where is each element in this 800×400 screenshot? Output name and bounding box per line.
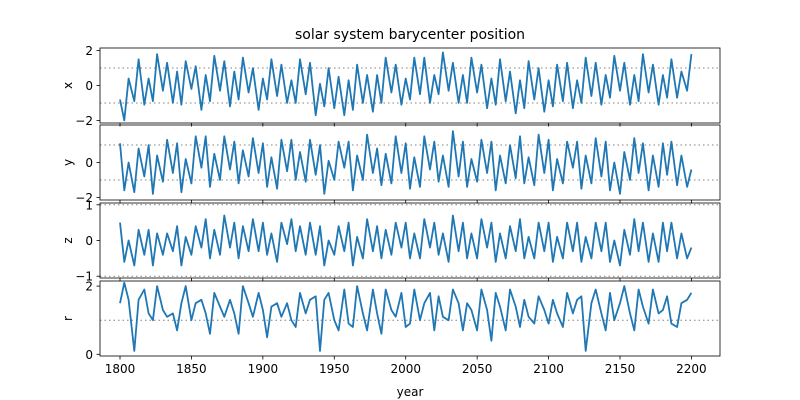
y-tick-label-r-1: 2 <box>85 280 93 294</box>
series-line-x <box>119 51 693 122</box>
x-tick-label-0: 1800 <box>105 362 136 376</box>
y-tick-label-z-0: −1 <box>75 270 93 284</box>
x-axis-label: year <box>397 385 424 399</box>
axes-frame-r <box>99 280 721 357</box>
y-axis-label-x: x <box>61 82 75 89</box>
subplot-y: −2 0 y <box>61 124 721 205</box>
subplot-z: −1 0 1 z <box>61 198 721 284</box>
y-tick-label-x-2: 2 <box>85 44 93 58</box>
y-tick-label-y-0: −2 <box>75 191 93 205</box>
x-tick-label-6: 2100 <box>533 362 564 376</box>
subplot-r: 0 2 r 1800 1850 1900 1950 2000 2050 2100 2150 2200 <box>61 280 721 376</box>
series-line-r <box>119 281 693 352</box>
y-axis-label-z: z <box>61 237 75 243</box>
subplot-stack: −2 0 2 x −2 0 y −1 0 1 z 0 2 r 1800 1850 1900 1950 2000 205… <box>61 44 721 376</box>
chart-title: solar system barycenter position <box>295 27 525 43</box>
x-tick-label-1: 1850 <box>176 362 207 376</box>
y-tick-label-z-1: 0 <box>85 234 93 248</box>
x-tick-label-4: 2000 <box>390 362 421 376</box>
series-line-y <box>119 130 693 195</box>
y-tick-label-y-1: 0 <box>85 156 93 170</box>
series-line-z <box>119 214 693 267</box>
x-tick-label-7: 2150 <box>605 362 636 376</box>
x-tick-label-2: 1900 <box>248 362 279 376</box>
y-tick-label-r-0: 0 <box>85 348 93 362</box>
y-tick-label-x-1: 0 <box>85 79 93 93</box>
x-tick-label-3: 1950 <box>319 362 350 376</box>
x-tick-label-5: 2050 <box>462 362 493 376</box>
x-tick-label-8: 2200 <box>676 362 707 376</box>
y-axis-label-r: r <box>61 316 75 321</box>
y-tick-label-z-2: 1 <box>85 198 93 212</box>
y-axis-label-y: y <box>61 159 75 166</box>
y-tick-label-x-0: −2 <box>75 114 93 128</box>
